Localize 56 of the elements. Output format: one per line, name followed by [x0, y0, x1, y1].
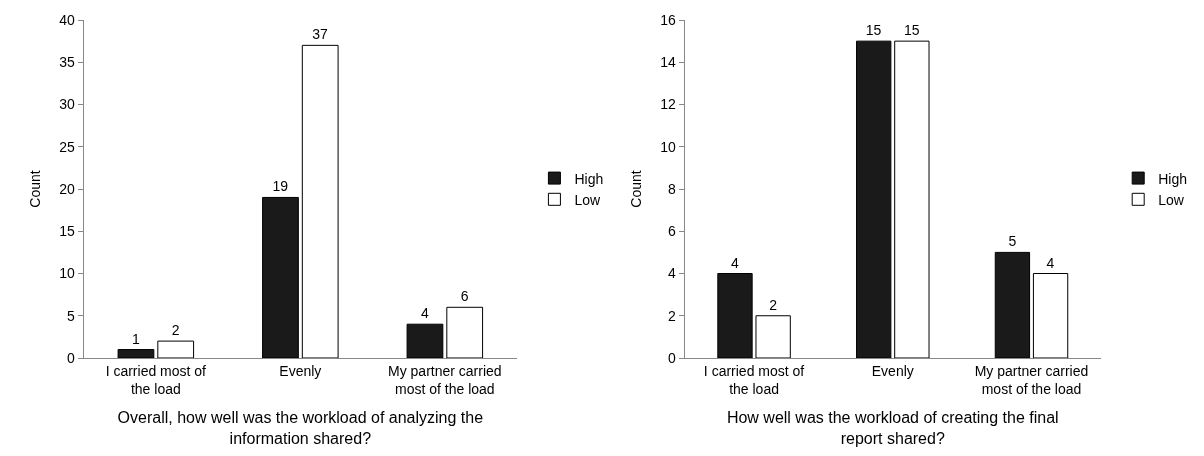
bar [894, 40, 930, 358]
y-tick-label: 8 [668, 180, 677, 197]
y-tick-label: 4 [668, 265, 677, 282]
data-label: 6 [460, 288, 469, 305]
y-tick-label: 12 [660, 96, 677, 113]
y-tick-label: 0 [66, 349, 75, 366]
data-label: 15 [903, 22, 920, 39]
x-tick-label: I carried most of the load [105, 362, 207, 397]
y-tick-label: 6 [668, 223, 677, 240]
y-tick-label: 16 [660, 11, 677, 28]
bar [117, 349, 155, 358]
y-tick-label: 10 [660, 138, 677, 155]
data-label: 19 [272, 178, 289, 195]
bar [856, 40, 892, 358]
data-label: 4 [730, 254, 739, 271]
bar [1032, 273, 1069, 358]
data-label: 4 [1046, 254, 1055, 271]
bar [755, 315, 791, 358]
bar [262, 196, 299, 358]
data-label: 4 [420, 305, 429, 322]
y-tick-label: 30 [59, 96, 75, 113]
y-tick-label: 25 [59, 138, 75, 155]
bar [406, 323, 444, 358]
y-tick-label: 40 [59, 11, 75, 28]
x-tick-label: I carried most of the load [703, 362, 805, 397]
x-axis-title: How well was the workload of creating the final report shared? [726, 408, 1059, 447]
data-label: 5 [1008, 233, 1017, 250]
legend-label: Low [1158, 191, 1185, 208]
data-label: 1 [131, 330, 140, 347]
bar [157, 340, 195, 358]
x-tick-label: My partner carried most of the load [974, 362, 1089, 397]
y-tick-label: 15 [59, 223, 75, 240]
y-tick-label: 20 [59, 180, 75, 197]
y-tick-label: 2 [668, 307, 677, 324]
y-axis-title: Count [627, 170, 644, 208]
legend-label: Low [574, 191, 601, 208]
legend-label: High [574, 170, 604, 187]
bar [994, 251, 1031, 358]
data-label: 15 [865, 22, 882, 39]
y-tick-label: 0 [668, 349, 677, 366]
x-tick-label: Evenly [871, 362, 914, 379]
legend-label: High [1158, 170, 1187, 187]
bar [301, 44, 339, 358]
y-tick-label: 14 [660, 54, 677, 71]
bar [446, 306, 484, 358]
data-label: 2 [769, 296, 778, 313]
data-label: 37 [312, 26, 329, 43]
y-tick-label: 35 [59, 54, 75, 71]
y-tick-label: 5 [66, 307, 75, 324]
x-axis-title: Overall, how well was the workload of analyzing the information shared? [117, 408, 484, 447]
y-axis-title: Count [26, 170, 43, 208]
x-tick-label: Evenly [279, 362, 322, 379]
y-tick-label: 10 [59, 265, 75, 282]
x-tick-label: My partner carried most of the load [388, 362, 502, 397]
data-label: 2 [171, 322, 180, 339]
bar [717, 273, 753, 358]
